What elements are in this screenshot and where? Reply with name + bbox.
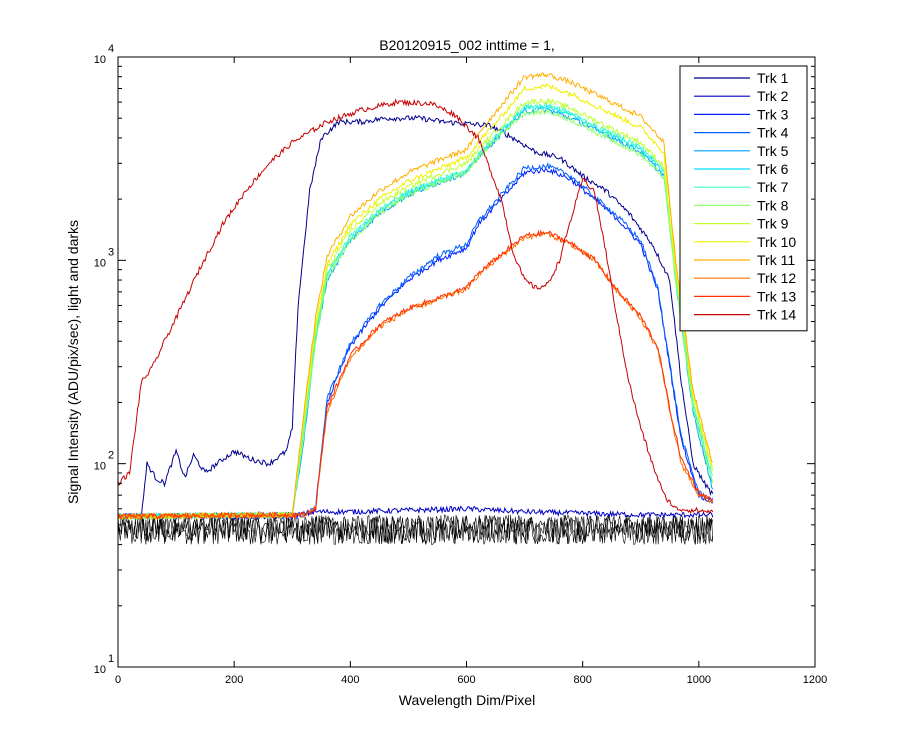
y-tick-exponent: 3 — [108, 246, 114, 258]
y-tick-exponent: 4 — [108, 43, 114, 55]
legend-label: Trk 12 — [757, 270, 796, 286]
legend-label: Trk 8 — [757, 197, 789, 213]
x-axis-label: Wavelength Dim/Pixel — [399, 692, 535, 708]
series-line-trk-13 — [117, 229, 714, 520]
legend-label: Trk 3 — [757, 106, 789, 122]
legend-label: Trk 1 — [757, 70, 789, 86]
legend-label: Trk 13 — [757, 288, 796, 304]
y-tick-label: 10 — [94, 54, 106, 66]
x-tick-label: 600 — [457, 674, 475, 686]
legend-label: Trk 4 — [757, 125, 789, 141]
legend: Trk 1 Trk 2 Trk 3 Trk 4 Trk 5 Trk 6 Trk 7 Trk 8… — [679, 65, 808, 332]
legend-label: Trk 11 — [757, 252, 795, 268]
x-tick-label: 0 — [115, 674, 121, 686]
x-tick-label: 800 — [573, 674, 591, 686]
y-tick-label: 10 — [94, 664, 106, 676]
legend-label: Trk 7 — [757, 179, 789, 195]
series-line-trk-1 — [117, 114, 714, 521]
x-tick-label: 400 — [341, 674, 359, 686]
y-tick-label: 10 — [94, 257, 106, 269]
legend-label: Trk 2 — [757, 88, 789, 104]
legend-label: Trk 14 — [757, 307, 796, 323]
legend-label: Trk 9 — [757, 216, 789, 232]
x-tick-label: 1200 — [803, 674, 827, 686]
legend-label: Trk 6 — [757, 161, 789, 177]
plot-area — [117, 72, 714, 546]
dark-frame-line — [117, 514, 714, 545]
legend-label: Trk 5 — [757, 143, 789, 159]
y-tick-exponent: 2 — [108, 450, 114, 462]
series-line-trk-11 — [117, 72, 714, 521]
chart-title: B20120915_002 inttime = 1, — [379, 37, 555, 53]
legend-box — [679, 65, 808, 332]
x-tick-label: 200 — [225, 674, 243, 686]
series-line-trk-14 — [117, 98, 714, 514]
y-axis-label: Signal Intensity (ADU/pix/sec), light an… — [65, 220, 81, 504]
y-tick-exponent: 1 — [108, 653, 114, 665]
x-tick-label: 1000 — [687, 674, 711, 686]
legend-label: Trk 10 — [757, 234, 796, 250]
y-tick-label: 10 — [94, 461, 106, 473]
